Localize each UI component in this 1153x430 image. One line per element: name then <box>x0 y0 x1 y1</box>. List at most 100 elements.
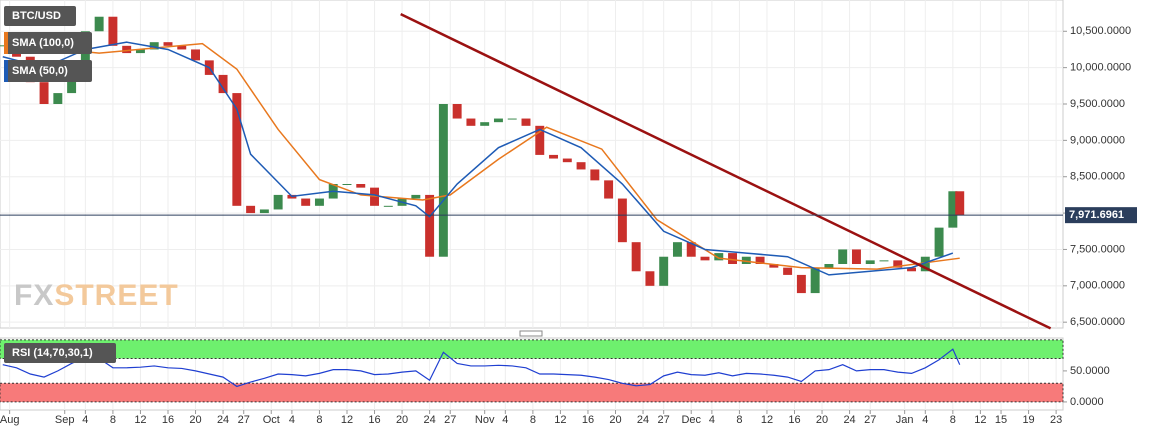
rsi-band <box>0 382 1064 403</box>
x-tick-label: 27 <box>658 414 670 426</box>
legend-title: RSI (14,70,30,1) <box>12 347 93 359</box>
sma-line <box>4 42 960 270</box>
pane-splitter[interactable] <box>519 330 543 337</box>
candle <box>851 249 861 264</box>
y-tick-label: 6,500.0000 <box>1070 316 1125 328</box>
candle <box>741 256 751 264</box>
y-tick-label: 9,500.0000 <box>1070 98 1125 110</box>
candle <box>893 260 903 268</box>
x-tick-label: 20 <box>609 414 621 426</box>
legend-label: SMA (50,0) <box>12 65 68 77</box>
candle <box>783 267 793 275</box>
candle <box>273 194 283 210</box>
x-tick-label: 27 <box>444 414 456 426</box>
x-tick-label: 8 <box>950 414 956 426</box>
candle <box>948 191 958 228</box>
y-tick-label: 50.0000 <box>1070 365 1110 377</box>
x-tick-label: Sep <box>55 414 75 426</box>
x-tick-label: 16 <box>162 414 174 426</box>
x-tick-label: 4 <box>502 414 508 426</box>
x-tick-label: 19 <box>1022 414 1034 426</box>
candle <box>259 209 269 214</box>
candle <box>728 253 738 264</box>
x-tick-label: 4 <box>289 414 295 426</box>
candle <box>672 242 682 257</box>
y-tick-label: 7,500.0000 <box>1070 243 1125 255</box>
candle <box>700 256 710 261</box>
last-price-box <box>1065 207 1137 224</box>
candle <box>549 154 559 159</box>
candle <box>535 125 545 155</box>
x-tick-label: 20 <box>189 414 201 426</box>
rsi-band <box>0 339 1064 359</box>
x-tick-label: 8 <box>530 414 536 426</box>
candle <box>301 198 311 206</box>
candle <box>425 194 435 257</box>
candle <box>955 191 965 216</box>
rsi-line <box>2 348 961 388</box>
candle <box>604 180 614 199</box>
watermark: FXSTREET <box>14 279 179 312</box>
candle <box>507 118 517 120</box>
sma-line <box>2 41 954 276</box>
candle <box>810 267 820 294</box>
x-tick-label: 20 <box>816 414 828 426</box>
x-tick-label: 4 <box>922 414 928 426</box>
candle <box>714 253 724 261</box>
candle <box>163 42 173 46</box>
price-pane <box>0 0 1064 329</box>
candle <box>617 198 627 243</box>
legend-box <box>4 343 116 363</box>
candle <box>411 194 421 199</box>
legend-swatch <box>4 32 8 54</box>
candle <box>562 158 572 163</box>
x-tick-label: 23 <box>1050 414 1062 426</box>
legend-box <box>4 6 76 26</box>
last-price-label: 7,971.6961 <box>1069 209 1124 221</box>
x-tick-label: Nov <box>475 414 495 426</box>
candle <box>356 184 366 188</box>
candle <box>686 242 696 257</box>
candle <box>659 256 669 286</box>
x-tick-label: 27 <box>864 414 876 426</box>
x-tick-label: 15 <box>995 414 1007 426</box>
watermark-part: FX <box>14 279 54 312</box>
candle <box>342 184 352 185</box>
x-tick-label: 8 <box>316 414 322 426</box>
y-tick-label: 10,500.0000 <box>1070 25 1131 37</box>
candle <box>576 162 586 170</box>
x-tick-label: 12 <box>341 414 353 426</box>
candle <box>246 205 256 214</box>
watermark-part: STREET <box>54 279 178 312</box>
candle <box>796 274 806 294</box>
candle <box>521 118 531 126</box>
candle <box>452 104 462 119</box>
candle <box>907 267 917 272</box>
legend-label: SMA (100,0) <box>12 37 74 49</box>
candle <box>934 227 944 257</box>
candle <box>177 45 187 50</box>
x-tick-label: 16 <box>368 414 380 426</box>
x-tick-label: Jan <box>896 414 914 426</box>
x-tick-label: Oct <box>263 414 280 426</box>
candle <box>755 256 765 264</box>
x-tick-label: 20 <box>396 414 408 426</box>
candle <box>480 122 490 126</box>
candle <box>769 264 779 268</box>
x-tick-label: 4 <box>82 414 88 426</box>
candle <box>879 260 889 262</box>
x-tick-label: 12 <box>974 414 986 426</box>
x-tick-label: 8 <box>736 414 742 426</box>
y-tick-label: 0.0000 <box>1070 396 1104 408</box>
candle <box>218 74 228 94</box>
candle <box>232 93 242 206</box>
trend-line <box>400 13 1052 330</box>
candle <box>149 42 159 50</box>
x-tick-label: 24 <box>637 414 649 426</box>
y-tick-label: 10,000.0000 <box>1070 62 1131 74</box>
y-tick-label: 9,000.0000 <box>1070 134 1125 146</box>
x-tick-label: 8 <box>110 414 116 426</box>
legend-box <box>4 32 92 54</box>
candle <box>53 93 63 104</box>
